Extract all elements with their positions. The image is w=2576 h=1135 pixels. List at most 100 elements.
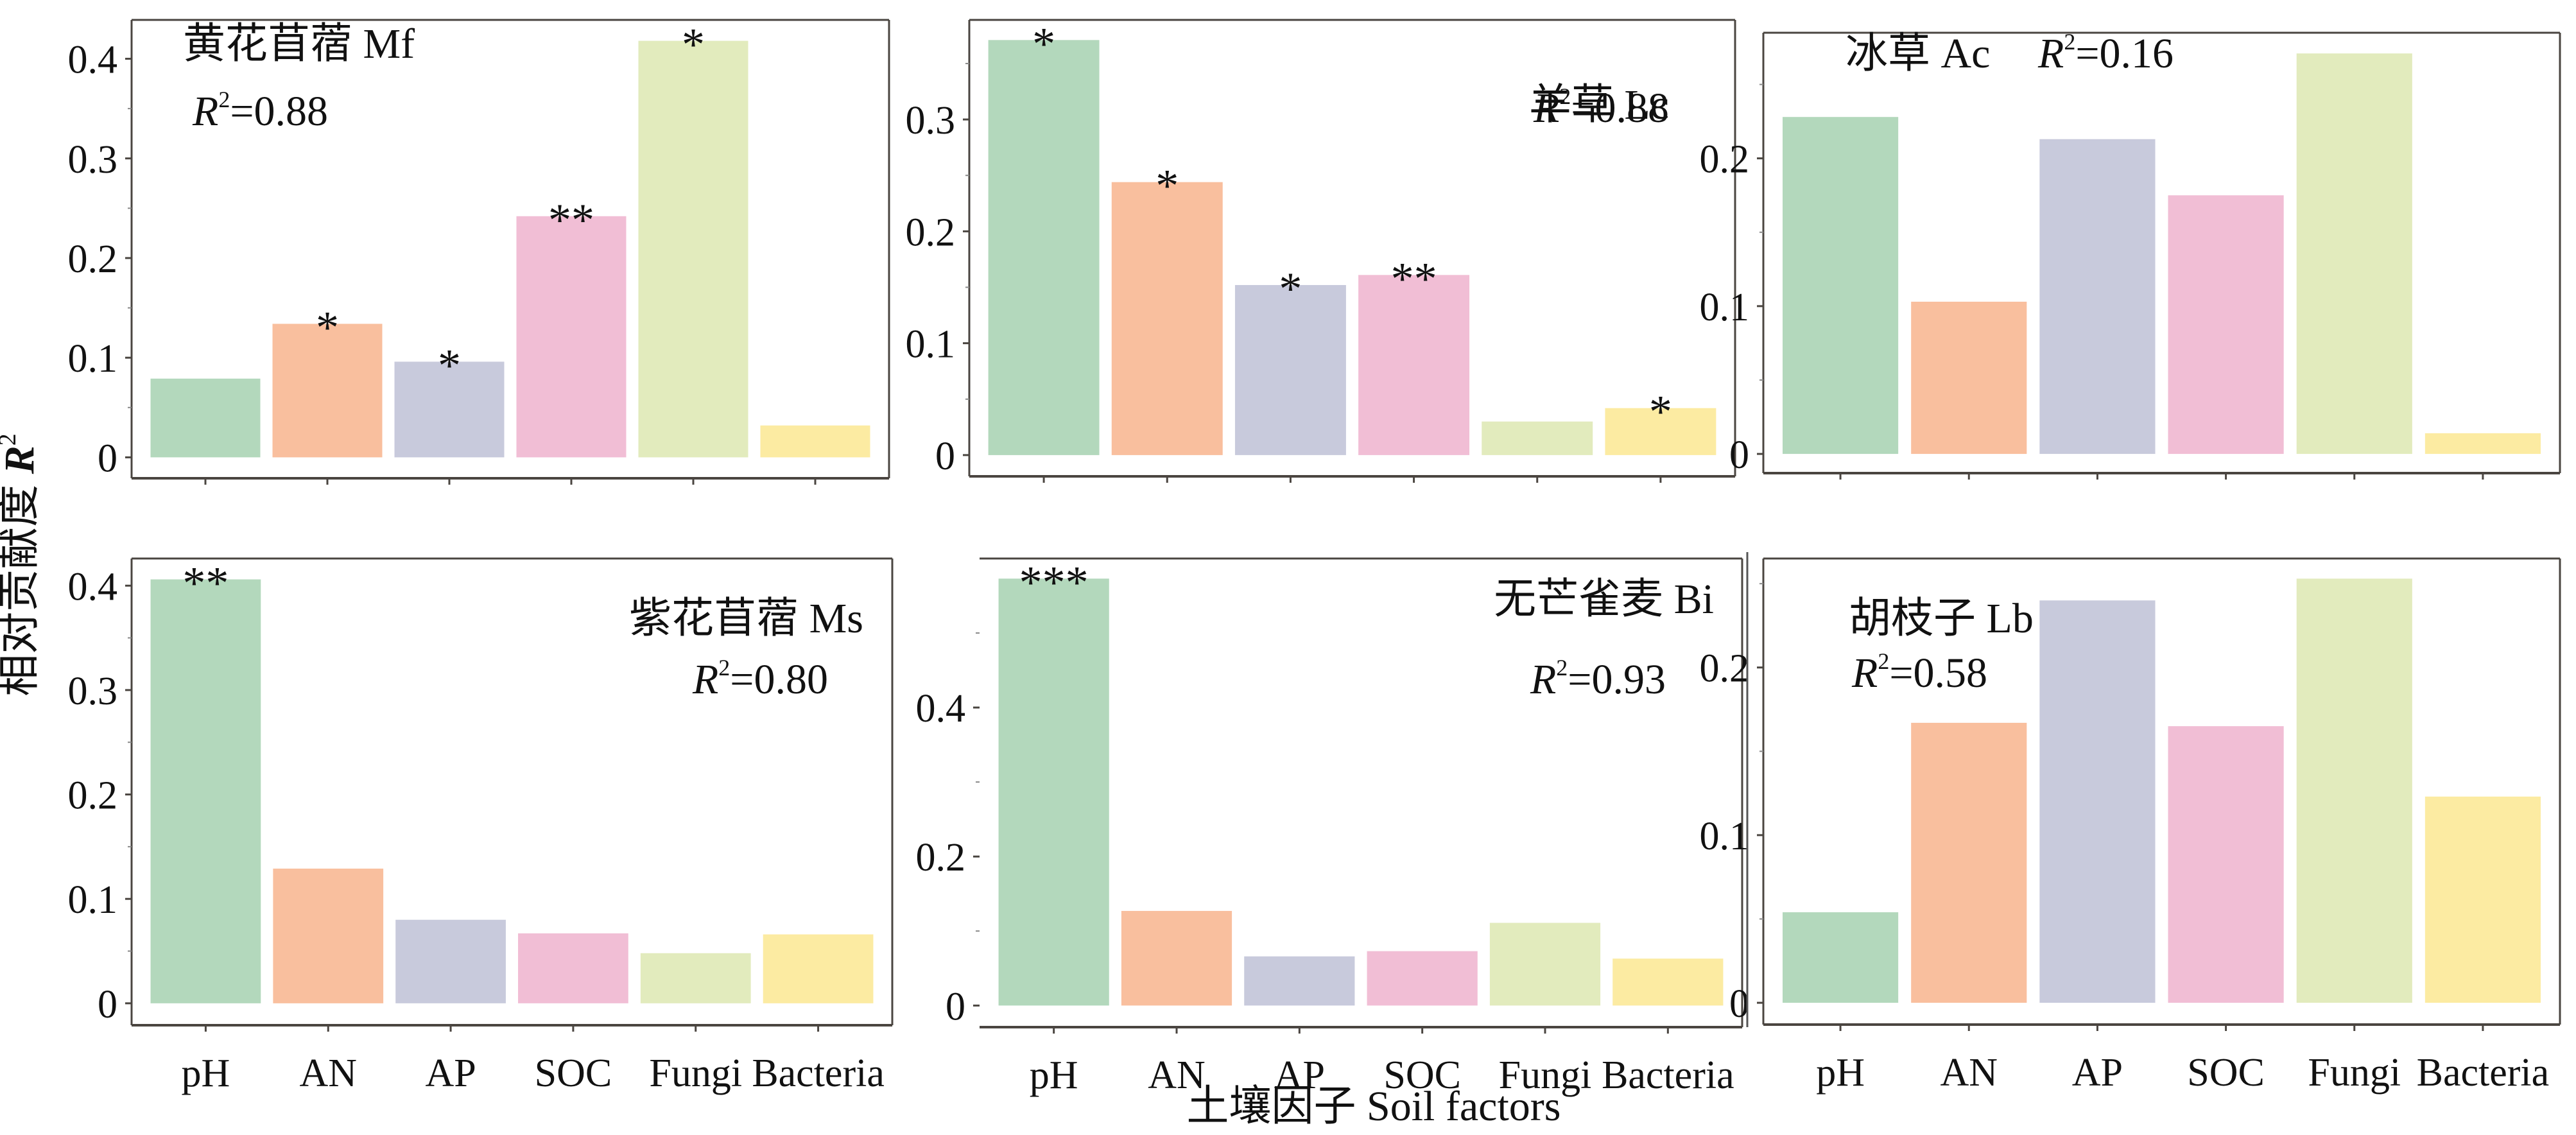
bar-ph xyxy=(1783,912,1899,1003)
bar-an xyxy=(273,869,384,1003)
bar-bacteria xyxy=(2425,433,2541,455)
bar-ap xyxy=(395,919,506,1003)
bar-bacteria xyxy=(1612,958,1724,1006)
bar-an xyxy=(1911,722,2027,1003)
bar-fungi xyxy=(2296,53,2412,455)
significance-marker: * xyxy=(1155,160,1179,212)
x-tick-label: SOC xyxy=(2187,1051,2265,1095)
y-tick-label: 0.4 xyxy=(68,565,118,609)
significance-marker: * xyxy=(1032,18,1055,69)
x-tick-label: AN xyxy=(1940,1051,1998,1095)
r-squared-label: R2=0.88 xyxy=(192,87,328,135)
significance-marker: * xyxy=(682,19,705,71)
bar-bacteria xyxy=(763,934,874,1003)
significance-marker: ** xyxy=(1391,253,1437,304)
bar-soc xyxy=(1358,275,1470,455)
y-axis-title: 相对贡献度 R2 xyxy=(0,433,43,697)
x-tick-label: pH xyxy=(1030,1053,1078,1097)
bar-ap xyxy=(394,361,505,458)
x-axis-title: 土壤因子 Soil factors xyxy=(1187,1083,1561,1130)
significance-marker: * xyxy=(1279,263,1302,315)
bar-fungi xyxy=(2296,578,2412,1003)
x-tick-label: Bacteria xyxy=(2417,1051,2550,1095)
panel-Lb: 0 0.1 0.2 pH AN AP SOC Fungi Bacteria 胡枝子 Lb R2=0.… xyxy=(1700,557,2561,1095)
bar-ap xyxy=(2039,139,2156,455)
r-squared-label: R2=0.16 xyxy=(2037,29,2174,77)
y-tick-label: 0 xyxy=(935,435,955,478)
panel-Ms: 0 0.1 0.2 0.3 0.4 ** pH AN AP SOC Fungi Bacteria 紫花苜… xyxy=(68,557,894,1095)
y-tick-label: 0.3 xyxy=(906,99,956,143)
bar-fungi xyxy=(1482,421,1593,455)
bar-bacteria xyxy=(2425,796,2541,1003)
bar-ph xyxy=(988,40,1100,455)
y-tick-label: 0.2 xyxy=(906,211,956,254)
y-tick-label: 0.2 xyxy=(1700,647,1750,691)
panel-title: 冰草 Ac xyxy=(1846,30,1990,77)
bar-soc xyxy=(2168,195,2284,455)
x-tick-label: Bacteria xyxy=(1602,1053,1734,1097)
bar-ph xyxy=(1783,117,1899,455)
bar-bacteria xyxy=(760,425,870,458)
y-tick-label: 0.1 xyxy=(906,323,956,367)
bar-an xyxy=(1121,910,1232,1006)
panel-title: 紫花苜蓿 Ms xyxy=(629,595,863,642)
bar-soc xyxy=(518,933,628,1003)
bar-fungi xyxy=(1489,923,1601,1006)
y-tick-label: 0 xyxy=(1729,982,1749,1026)
y-tick-label: 0.1 xyxy=(1700,815,1750,858)
y-tick-label: 0 xyxy=(1729,433,1749,477)
bar-ap xyxy=(2039,600,2156,1003)
bar-fungi xyxy=(638,40,748,458)
significance-marker: ** xyxy=(548,195,594,246)
r-squared-label: R2=0.93 xyxy=(1530,655,1666,703)
y-axis-title-main: 相对贡献度 xyxy=(0,474,43,697)
x-tick-label: Fungi xyxy=(1499,1053,1592,1097)
panel-Bi: 0 0.2 0.4 *** pH AN AP SOC Fungi Bacteria 无芒雀麦 Bi R… xyxy=(916,557,1743,1097)
bar-ph xyxy=(150,579,261,1003)
significance-marker: * xyxy=(316,302,339,353)
panel-Ac: 0 0.1 0.2 冰草 Ac R2=0.16 xyxy=(1700,29,2561,480)
x-tick-label: AP xyxy=(425,1052,476,1095)
x-tick-label: AN xyxy=(1148,1053,1206,1097)
x-tick-label: pH xyxy=(1816,1051,1865,1095)
y-tick-label: 0.1 xyxy=(68,878,118,922)
y-tick-label: 0.1 xyxy=(1700,286,1750,329)
x-tick-label: AP xyxy=(1274,1053,1325,1097)
significance-marker: * xyxy=(438,340,461,391)
bar-an xyxy=(1111,182,1223,455)
bar-soc xyxy=(516,216,627,458)
r-squared-label: R2=0.80 xyxy=(692,655,828,703)
y-tick-label: 0.3 xyxy=(68,670,118,713)
y-tick-label: 0.4 xyxy=(68,39,118,82)
x-tick-label: SOC xyxy=(535,1052,612,1095)
significance-marker: *** xyxy=(1019,557,1089,608)
bar-an xyxy=(1911,301,2027,455)
x-tick-label: Fungi xyxy=(2308,1051,2401,1095)
y-axis-title-sup: 2 xyxy=(0,433,21,446)
bar-fungi xyxy=(640,953,751,1003)
y-tick-label: 0.4 xyxy=(916,687,966,731)
panel-title: 胡枝子 Lb xyxy=(1849,595,2034,642)
r-squared-label: R2=0.58 xyxy=(1851,648,1987,697)
panel-title: 黄花苜蓿 Mf xyxy=(183,21,415,67)
x-tick-label: AN xyxy=(299,1052,357,1095)
y-tick-label: 0.2 xyxy=(68,238,118,281)
significance-marker: * xyxy=(1649,386,1672,438)
r-squared-label: R2=0.88 xyxy=(1533,83,1669,132)
y-tick-label: 0.2 xyxy=(916,836,966,879)
x-tick-label: Bacteria xyxy=(752,1052,885,1095)
y-tick-label: 0.3 xyxy=(68,138,118,182)
y-tick-label: 0.1 xyxy=(68,337,118,381)
y-tick-label: 0.2 xyxy=(1700,138,1750,182)
bar-soc xyxy=(2168,726,2284,1003)
x-tick-label: pH xyxy=(182,1052,230,1095)
panel-title: 无芒雀麦 Bi xyxy=(1494,576,1714,623)
y-tick-label: 0 xyxy=(98,437,117,480)
x-tick-label: AP xyxy=(2072,1051,2123,1095)
bar-ph xyxy=(150,378,261,458)
panel-title: 羊草 Lc xyxy=(1529,82,1669,128)
bar-ap xyxy=(1244,956,1355,1006)
